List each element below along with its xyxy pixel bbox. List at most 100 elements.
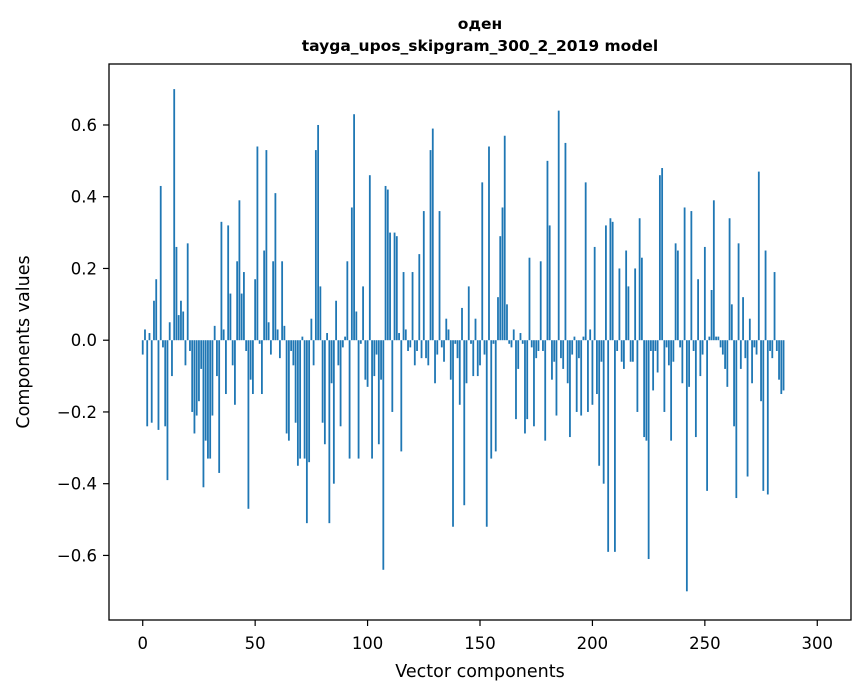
x-tick-label: 50 — [245, 634, 266, 653]
bar-236 — [672, 340, 675, 362]
bar-180 — [546, 160, 549, 341]
bar-243 — [688, 340, 691, 387]
bar-118 — [407, 340, 409, 351]
bar-192 — [573, 336, 576, 341]
bar-235 — [670, 340, 673, 441]
bar-111 — [391, 340, 394, 412]
bar-153 — [485, 340, 488, 527]
bar-170 — [524, 340, 526, 434]
bar-135 — [445, 318, 448, 341]
bar-80 — [321, 340, 324, 423]
bar-200 — [591, 340, 594, 405]
bar-177 — [539, 261, 542, 341]
bar-224 — [645, 340, 648, 441]
bar-181 — [548, 225, 551, 341]
bar-212 — [618, 268, 621, 341]
bar-28 — [204, 340, 207, 441]
bar-132 — [438, 211, 441, 341]
bar-230 — [658, 175, 661, 341]
bar-171 — [526, 340, 529, 420]
bar-54 — [263, 250, 266, 341]
bar-68 — [294, 340, 297, 423]
x-tick-label: 100 — [352, 634, 384, 653]
bar-65 — [287, 340, 290, 441]
bar-79 — [319, 286, 322, 341]
bar-237 — [674, 243, 677, 341]
bar-151 — [481, 182, 484, 341]
bar-223 — [643, 340, 646, 438]
bar-140 — [456, 340, 459, 359]
bar-24 — [195, 340, 198, 416]
bar-91 — [346, 261, 349, 341]
bar-259 — [724, 340, 726, 369]
bar-120 — [411, 272, 414, 341]
bar-10 — [164, 340, 167, 427]
bar-12 — [168, 322, 171, 341]
bar-76 — [312, 340, 315, 366]
bar-48 — [249, 340, 252, 380]
bar-126 — [425, 340, 427, 359]
y-axis-ticks: −0.6 −0.4 −0.2 0.0 0.2 0.4 0.6 — [57, 116, 109, 565]
bar-242 — [685, 340, 688, 592]
bar-216 — [627, 286, 630, 341]
x-tick-label: 0 — [137, 634, 148, 653]
bar-285 — [782, 340, 785, 391]
bar-73 — [305, 340, 308, 524]
bar-255 — [715, 336, 717, 341]
bar-283 — [778, 340, 780, 380]
bar-122 — [416, 340, 418, 351]
bar-29 — [207, 340, 209, 459]
bar-225 — [647, 340, 650, 560]
bar-82 — [326, 333, 328, 341]
bar-172 — [528, 257, 531, 341]
bar-157 — [494, 340, 497, 452]
bar-112 — [393, 232, 396, 341]
bar-176 — [537, 340, 540, 351]
bar-66 — [290, 340, 293, 351]
y-tick-label: −0.6 — [57, 546, 97, 565]
bar-226 — [649, 340, 652, 351]
bar-95 — [355, 311, 358, 341]
bar-119 — [409, 340, 412, 348]
bar-8 — [159, 185, 162, 341]
bar-19 — [184, 340, 187, 366]
x-axis-label: Vector components — [395, 662, 564, 682]
bar-178 — [542, 340, 544, 351]
bar-15 — [175, 246, 178, 341]
bar-116 — [402, 272, 405, 341]
bar-264 — [735, 340, 738, 499]
bar-25 — [198, 340, 200, 402]
bar-254 — [712, 200, 715, 341]
bar-262 — [730, 304, 733, 341]
bar-206 — [605, 225, 607, 341]
bar-3 — [148, 333, 151, 341]
bar-72 — [303, 340, 306, 459]
bar-193 — [575, 340, 578, 412]
bar-34 — [218, 340, 221, 473]
bar-220 — [636, 340, 639, 412]
bar-129 — [431, 128, 434, 341]
bar-87 — [337, 340, 340, 366]
x-tick-label: 200 — [577, 634, 609, 653]
bar-56 — [267, 322, 270, 341]
bar-190 — [569, 340, 571, 438]
bar-205 — [602, 340, 605, 484]
bar-231 — [661, 168, 664, 341]
bar-272 — [753, 340, 756, 348]
bar-248 — [699, 340, 702, 377]
bar-189 — [566, 340, 569, 384]
bar-202 — [596, 340, 598, 395]
bar-115 — [400, 340, 403, 452]
bar-94 — [353, 114, 355, 341]
bar-75 — [310, 318, 313, 341]
bar-99 — [364, 340, 367, 380]
bar-37 — [225, 340, 227, 395]
bar-104 — [375, 340, 378, 355]
x-tick-label: 150 — [464, 634, 496, 653]
bar-271 — [751, 340, 753, 384]
bar-252 — [708, 336, 711, 341]
bar-221 — [638, 218, 641, 341]
bar-267 — [742, 297, 744, 341]
bar-199 — [589, 329, 592, 341]
bar-159 — [499, 236, 502, 341]
